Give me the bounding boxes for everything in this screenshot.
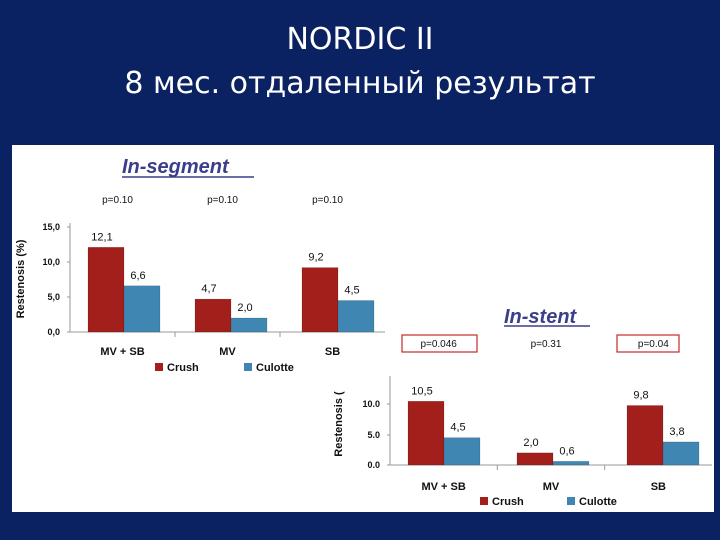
y-tick-label: 5,0 xyxy=(47,292,60,302)
bar-culotte xyxy=(123,285,161,333)
slide-title-line1: NORDIC II xyxy=(286,22,434,57)
legend-swatch-culotte xyxy=(567,497,575,505)
data-label: 4,7 xyxy=(201,283,216,295)
bar-culotte xyxy=(337,300,375,333)
y-axis-label-stent: Restenosis ( xyxy=(333,391,345,457)
slide-title: NORDIC II 8 мес. отдаленный результат xyxy=(0,18,720,106)
bar-crush xyxy=(301,267,339,333)
slide-title-line2: 8 мес. отдаленный результат xyxy=(124,66,596,101)
data-label: 9,8 xyxy=(633,390,648,402)
p-value-label: p=0.04 xyxy=(638,339,669,350)
bar-crush xyxy=(87,247,125,333)
x-category-label: MV + SB xyxy=(100,346,144,358)
x-category-label: MV xyxy=(219,346,236,358)
p-value-label: p=0.10 xyxy=(102,195,133,206)
x-category-label: MV xyxy=(543,481,560,493)
data-label: 4,5 xyxy=(344,285,359,297)
bar-crush xyxy=(626,405,664,466)
p-value-highlight-box xyxy=(401,334,478,353)
p-value-label: p=0.046 xyxy=(420,339,457,350)
legend-swatch-culotte xyxy=(244,363,252,371)
p-value-label: p=0.10 xyxy=(312,195,343,206)
y-tick-label: 10.0 xyxy=(362,399,380,409)
legend-label-crush: Crush xyxy=(492,496,524,508)
data-label: 4,5 xyxy=(450,422,465,434)
data-label: 9,2 xyxy=(308,252,323,264)
legend-label-culotte: Culotte xyxy=(579,496,617,508)
p-value-label: p=0.10 xyxy=(207,195,238,206)
y-tick-label: 15,0 xyxy=(42,222,60,232)
bar-culotte xyxy=(443,437,481,466)
x-category-label: MV + SB xyxy=(422,481,466,493)
y-tick-label: 0,0 xyxy=(47,327,60,337)
y-tick-label: 10,0 xyxy=(42,257,60,267)
chart-title-segment: In-segment xyxy=(122,156,230,178)
p-value-highlight-box xyxy=(616,334,680,353)
data-label: 2,0 xyxy=(237,302,252,314)
data-label: 2,0 xyxy=(523,437,538,449)
y-tick-label: 0.0 xyxy=(367,460,380,470)
data-label: 12,1 xyxy=(91,231,112,243)
chart-title-stent: In-stent xyxy=(504,306,578,328)
y-tick-label: 5.0 xyxy=(367,430,380,440)
p-value-label: p=0.31 xyxy=(531,339,562,350)
legend-swatch-crush xyxy=(480,497,488,505)
legend-label-crush: Crush xyxy=(167,362,199,374)
chart-panel: In-segment Restenosis (%) 0,0 5,0 10,0 15,0 12… xyxy=(12,145,714,512)
bar-crush xyxy=(194,298,232,333)
legend-swatch-crush xyxy=(155,363,163,371)
data-label: 0,6 xyxy=(559,445,574,457)
y-axis-label-segment: Restenosis (%) xyxy=(15,239,27,318)
legend-label-culotte: Culotte xyxy=(256,362,294,374)
bar-culotte xyxy=(552,461,590,466)
bar-culotte xyxy=(230,317,268,333)
x-category-label: SB xyxy=(325,346,340,358)
charts-canvas: In-segment Restenosis (%) 0,0 5,0 10,0 15,0 12… xyxy=(15,156,712,508)
data-label: 3,8 xyxy=(669,426,684,438)
x-category-label: SB xyxy=(651,481,666,493)
bar-crush xyxy=(516,452,554,466)
bar-crush xyxy=(407,401,445,466)
data-label: 10,5 xyxy=(411,385,432,397)
bar-culotte xyxy=(662,441,700,466)
data-label: 6,6 xyxy=(130,270,145,282)
